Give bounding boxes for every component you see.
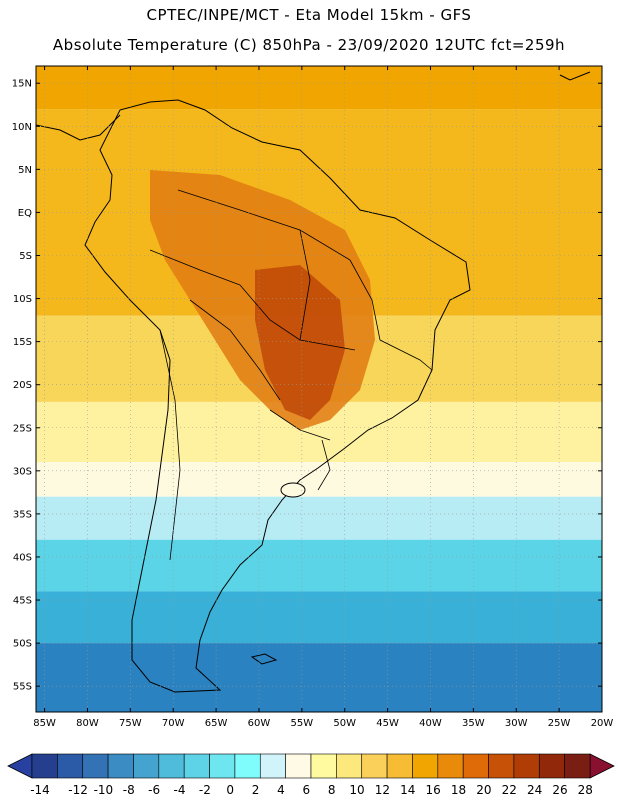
lat-label: 5N xyxy=(18,165,32,176)
colorbar-swatch xyxy=(336,753,363,779)
lat-label: 20S xyxy=(13,380,32,391)
colorbar-swatch xyxy=(82,753,109,779)
colorbar-label: 22 xyxy=(502,783,517,797)
colorbar-swatch xyxy=(513,753,540,779)
lon-label: 45W xyxy=(376,718,399,729)
colorbar-swatch xyxy=(361,753,388,779)
colorbar-label: -14 xyxy=(30,783,50,797)
axis-labels: 15N 10N 5N EQ 5S 10S 15S 20S 25S 30S 35S 40S 45S 50S 5… xyxy=(12,66,614,729)
hot-core xyxy=(255,265,345,420)
lon-label: 40W xyxy=(419,718,442,729)
colorbar-label: 0 xyxy=(226,783,234,797)
map-title-line2: Absolute Temperature (C) 850hPa - 23/09/… xyxy=(52,36,566,54)
lon-label: 70W xyxy=(162,718,185,729)
lon-label: 25W xyxy=(548,718,571,729)
colorbar-label: 26 xyxy=(552,783,567,797)
lon-label: 60W xyxy=(248,718,271,729)
colorbar-swatch xyxy=(437,753,464,779)
colorbar-swatch xyxy=(412,753,439,779)
colorbar-label: 10 xyxy=(349,783,364,797)
lat-label: 25S xyxy=(13,423,32,434)
colorbar-label: 16 xyxy=(425,783,440,797)
lat-label: 40S xyxy=(13,552,32,563)
colorbar-label: 28 xyxy=(578,783,593,797)
south-america-outline xyxy=(84,99,471,693)
colorbar-swatch xyxy=(107,753,134,779)
colorbar-swatch xyxy=(285,753,312,779)
colorbar-label: -6 xyxy=(148,783,160,797)
colorbar-label: -10 xyxy=(94,783,114,797)
lat-label: 15S xyxy=(13,337,32,348)
colorbar-swatch xyxy=(488,753,515,779)
field-band-8 xyxy=(36,643,602,712)
colorbar-high-arrow xyxy=(589,753,615,779)
colorbar-label: 24 xyxy=(527,783,542,797)
colorbar-label: 20 xyxy=(476,783,491,797)
colorbar-swatch xyxy=(234,753,261,779)
lat-label: 55S xyxy=(13,682,32,693)
country-borders xyxy=(149,189,433,561)
lon-label: 65W xyxy=(205,718,228,729)
falkland-islands xyxy=(250,653,278,665)
colorbar-swatch xyxy=(158,753,185,779)
colorbar-label: 14 xyxy=(400,783,415,797)
lon-label: 35W xyxy=(462,718,485,729)
field-band-7 xyxy=(36,591,602,644)
lon-label: 50W xyxy=(333,718,356,729)
colorbar-label: 6 xyxy=(302,783,310,797)
colorbar-swatch xyxy=(31,753,58,779)
field-band-6 xyxy=(36,539,602,592)
land-overlay xyxy=(36,71,591,693)
lat-label: 10S xyxy=(13,294,32,305)
lat-label: 10N xyxy=(12,122,32,133)
colorbar-label: -2 xyxy=(199,783,211,797)
colorbar-swatch xyxy=(386,753,413,779)
colorbar-label: 18 xyxy=(451,783,466,797)
colorbar-label: 2 xyxy=(252,783,260,797)
lon-label: 55W xyxy=(291,718,314,729)
colorbar: -14 -12 -10 -8 -6 -4 -2 0 2 4 6 8 10 12 14 16 18 20 22 24 26… xyxy=(7,753,615,797)
colorbar-label: 12 xyxy=(375,783,390,797)
colorbar-swatch xyxy=(259,753,286,779)
central-america-coast xyxy=(36,114,121,141)
lat-label: 5S xyxy=(19,251,32,262)
colorbar-label: -4 xyxy=(174,783,186,797)
colorbar-swatch xyxy=(564,753,591,779)
colorbar-label: 4 xyxy=(277,783,285,797)
caribbean-islands xyxy=(559,71,591,81)
field-band-5 xyxy=(36,496,602,540)
lat-label: 35S xyxy=(13,509,32,520)
colorbar-swatch xyxy=(310,753,337,779)
colorbar-label: -8 xyxy=(123,783,135,797)
colorbar-swatch xyxy=(57,753,84,779)
colorbar-swatch xyxy=(183,753,210,779)
rio-de-la-plata xyxy=(280,482,306,498)
colorbar-label: 8 xyxy=(328,783,336,797)
lat-label: 15N xyxy=(12,79,32,90)
field-band-0 xyxy=(36,66,602,110)
colorbar-low-arrow xyxy=(7,753,33,779)
colorbar-swatch xyxy=(209,753,236,779)
lon-label: 20W xyxy=(591,718,614,729)
lon-label: 30W xyxy=(505,718,528,729)
colorbar-swatch xyxy=(133,753,160,779)
lat-label: 50S xyxy=(13,639,32,650)
map-title-line1: CPTEC/INPE/MCT - Eta Model 15km - GFS xyxy=(146,6,472,24)
colorbar-swatch xyxy=(538,753,565,779)
colorbar-label: -12 xyxy=(68,783,88,797)
colorbar-swatch xyxy=(462,753,489,779)
lon-label: 80W xyxy=(76,718,99,729)
lon-label: 75W xyxy=(119,718,142,729)
map-frame xyxy=(35,65,603,713)
lat-label: 30S xyxy=(13,466,32,477)
lat-label: EQ xyxy=(18,208,32,219)
lat-label: 45S xyxy=(13,596,32,607)
lon-label: 85W xyxy=(33,718,56,729)
